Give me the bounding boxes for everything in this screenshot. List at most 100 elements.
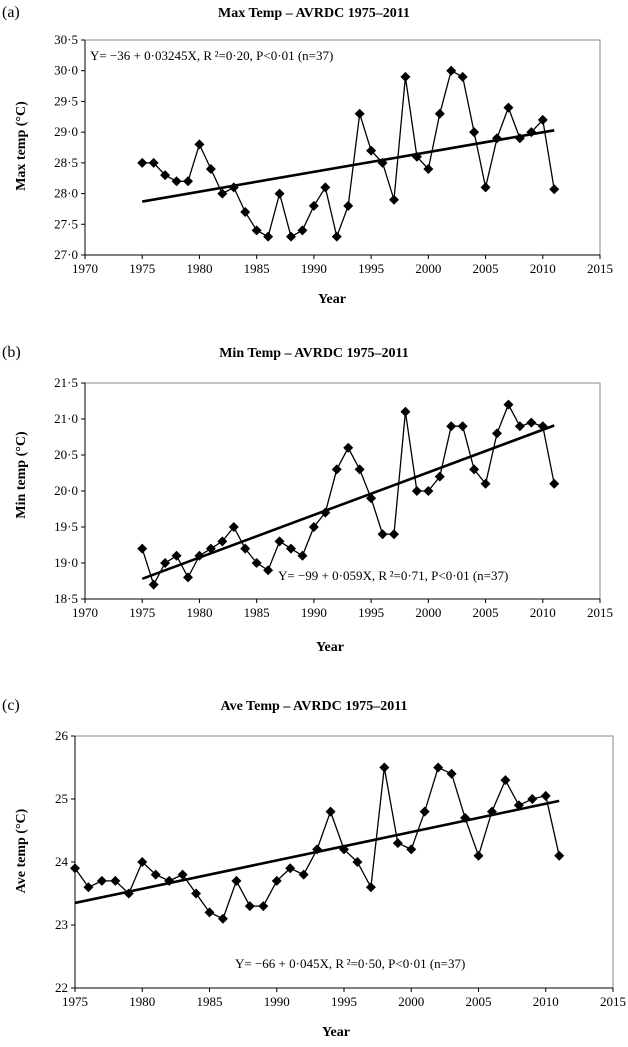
data-point — [228, 522, 239, 532]
x-tick-label: 1995 — [358, 605, 384, 620]
chart-plot-ave-temp: 22 23 24 25 26 1975 1980 1985 1990 1995 2000 2005 20… — [55, 728, 626, 1009]
y-tick-label: 27·5 — [54, 216, 78, 231]
data-point — [537, 421, 548, 432]
data-point — [406, 844, 417, 855]
data-point — [164, 875, 175, 886]
data-point — [204, 907, 215, 918]
data-point — [308, 200, 319, 211]
data-point — [514, 133, 525, 144]
data-point — [123, 888, 134, 899]
x-tick-label: 1980 — [186, 261, 212, 276]
data-point — [274, 188, 285, 199]
plot-frame — [74, 735, 614, 989]
data-point — [205, 543, 216, 554]
data-point — [434, 108, 445, 119]
x-tick-label: 1975 — [62, 994, 88, 1009]
x-tick-label: 1970 — [72, 261, 98, 276]
data-point — [286, 231, 296, 242]
x-tick-label: 2005 — [473, 261, 499, 276]
chart-title: Max Temp – AVRDC 1975–2011 — [218, 6, 410, 21]
x-tick-label: 2005 — [473, 605, 499, 620]
x-tick-label: 2010 — [533, 994, 559, 1009]
data-point — [554, 850, 565, 861]
y-tick-label: 19·5 — [54, 519, 78, 534]
data-point — [549, 184, 560, 195]
data-point — [434, 471, 445, 482]
data-point — [194, 139, 205, 150]
data-point — [392, 838, 403, 849]
data-point — [148, 579, 159, 590]
data-point — [160, 558, 171, 568]
y-tick-label: 30·0 — [54, 63, 78, 78]
x-tick-label: 1980 — [186, 605, 212, 620]
x-tick-label: 2000 — [415, 261, 441, 276]
data-point — [274, 536, 285, 547]
data-point — [160, 170, 171, 181]
x-tick-label: 2000 — [398, 994, 424, 1009]
data-point — [297, 225, 308, 236]
data-point — [446, 768, 457, 779]
x-tick-label: 2010 — [530, 261, 556, 276]
data-point — [446, 421, 457, 432]
data-point — [297, 550, 308, 561]
data-point — [500, 775, 511, 786]
data-point — [457, 71, 468, 82]
data-point — [171, 176, 182, 187]
data-point — [343, 200, 354, 211]
data-point — [423, 164, 434, 174]
regression-annotation: Y= −66 + 0·045X, R ²=0·50, P<0·01 (n=37) — [235, 956, 466, 971]
panel-label: (c) — [2, 697, 20, 714]
y-axis-label: Max temp (°C) — [14, 101, 29, 191]
data-point — [486, 806, 497, 817]
data-point — [366, 493, 377, 504]
data-point — [137, 857, 148, 867]
data-point — [271, 875, 282, 886]
data-point — [480, 478, 491, 489]
data-point — [240, 207, 251, 217]
data-point — [244, 901, 255, 912]
data-point — [331, 231, 342, 242]
data-point — [251, 225, 262, 236]
data-point — [446, 65, 457, 76]
y-tick-label: 25 — [55, 791, 68, 806]
data-point — [339, 844, 349, 855]
chart-panel-min-temp: (b) Min Temp – AVRDC 1975–2011 18·5 19·0 1… — [0, 340, 628, 670]
series-line — [142, 69, 555, 239]
chart-panel-max-temp: (a) Max Temp – AVRDC 1975–2011 27·0 27·5 2… — [0, 0, 628, 320]
data-point — [205, 164, 216, 174]
x-tick-label: 2000 — [415, 605, 441, 620]
y-axis-label: Min temp (°C) — [14, 431, 29, 519]
data-point — [217, 913, 228, 924]
data-point — [240, 543, 251, 554]
data-point — [423, 486, 434, 496]
data-point — [194, 550, 205, 561]
data-point — [473, 850, 484, 861]
panel-label: (a) — [2, 4, 20, 21]
data-point — [285, 863, 296, 874]
data-point — [183, 572, 193, 583]
regression-annotation: Y= −36 + 0·03245X, R ²=0·20, P<0·01 (n=3… — [90, 48, 334, 63]
data-point — [433, 762, 444, 773]
data-point — [258, 901, 269, 912]
data-point — [526, 417, 537, 428]
data-point — [331, 464, 342, 475]
data-point — [320, 182, 331, 193]
data-point — [325, 806, 336, 817]
chart-panel-ave-temp: (c) Ave Temp – AVRDC 1975–2011 22 23 24 25 2… — [0, 693, 628, 1047]
data-point — [83, 882, 94, 893]
data-point — [96, 875, 107, 886]
data-point — [191, 888, 202, 899]
data-point — [343, 442, 354, 453]
data-point — [312, 844, 323, 855]
data-point — [411, 486, 422, 496]
x-tick-label: 1990 — [301, 261, 327, 276]
x-tick-label: 1985 — [244, 261, 270, 276]
data-point — [527, 794, 538, 804]
data-point — [513, 800, 524, 811]
data-point — [377, 157, 388, 168]
chart-plot-min-temp: 18·5 19·0 19·5 20·0 20·5 21·0 21·5 1970 1975 1980… — [54, 375, 613, 620]
x-tick-label: 2015 — [600, 994, 626, 1009]
y-tick-label: 29·0 — [54, 124, 78, 139]
data-point — [286, 543, 296, 554]
x-tick-label: 2015 — [587, 605, 613, 620]
